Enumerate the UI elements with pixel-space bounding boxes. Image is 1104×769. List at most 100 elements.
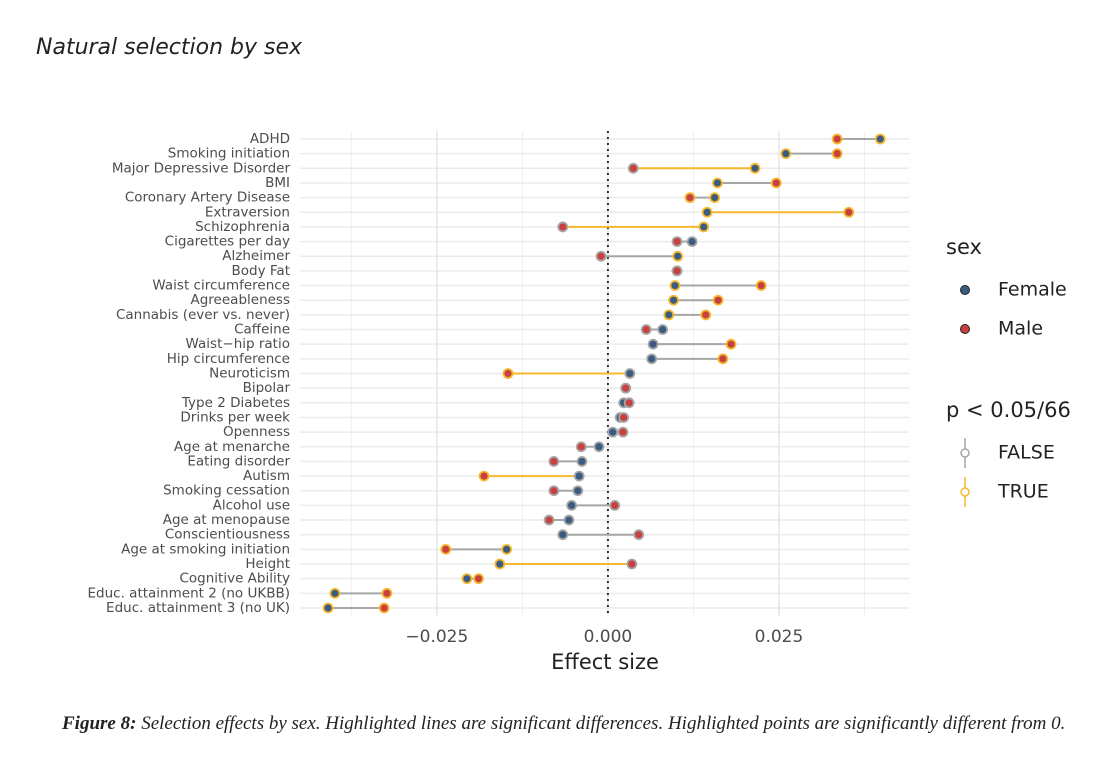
point: [672, 250, 684, 262]
point: [874, 133, 886, 145]
point: [593, 441, 605, 453]
point: [502, 368, 514, 379]
point: [381, 587, 393, 599]
y-tick-label: ADHD: [250, 131, 290, 147]
y-tick-label: Cognitive Ability: [179, 571, 290, 587]
y-tick-label: Extraversion: [205, 204, 290, 220]
point: [322, 602, 334, 614]
point: [575, 441, 587, 453]
point: [671, 236, 683, 247]
caption-label: Figure 8:: [61, 713, 136, 734]
x-axis-label: Effect size: [551, 650, 659, 674]
y-tick-label: Neuroticism: [209, 365, 290, 381]
y-tick-label: Conscientiousness: [165, 527, 290, 543]
point: [712, 294, 724, 306]
point: [557, 529, 569, 541]
point: [640, 324, 652, 335]
point: [663, 309, 675, 321]
y-tick-label: Body Fat: [232, 263, 290, 279]
legend-label: TRUE: [997, 481, 1049, 503]
y-tick-label: Cannabis (ever vs. never): [116, 307, 290, 323]
point: [755, 280, 767, 291]
y-tick-label: Autism: [243, 468, 290, 484]
y-tick-label: Schizophrenia: [195, 219, 290, 235]
point: [700, 309, 712, 321]
y-tick-label: Eating disorder: [187, 453, 290, 469]
point: [671, 265, 683, 277]
point: [780, 148, 792, 160]
y-tick-label: Caffeine: [234, 322, 290, 338]
point: [633, 529, 645, 541]
point: [686, 236, 698, 247]
point: [646, 353, 658, 365]
point: [473, 573, 484, 585]
legend-label: Male: [998, 318, 1043, 340]
point: [329, 587, 341, 599]
y-tick-label: Age at menarche: [174, 439, 290, 455]
y-tick-label: Educ. attainment 2 (no UKBB): [88, 585, 290, 601]
point: [669, 280, 681, 291]
caption: Figure 8: Selection effects by sex. High…: [61, 713, 1065, 734]
y-tick-label: Age at smoking initiation: [121, 541, 290, 557]
legend-swatch: [960, 448, 970, 458]
point: [749, 162, 761, 174]
y-tick-label: Waist circumference: [152, 278, 290, 294]
point: [548, 485, 560, 497]
y-tick-label: Cigarettes per day: [165, 234, 290, 250]
legend-label: Female: [998, 279, 1067, 301]
y-tick-label: Hip circumference: [167, 351, 290, 367]
point: [831, 133, 843, 145]
legend-title: p < 0.05/66: [946, 398, 1071, 422]
y-tick-label: Age at menopause: [163, 512, 290, 528]
point: [668, 294, 680, 306]
point: [770, 177, 782, 189]
x-tick-label: 0.000: [584, 627, 633, 647]
point: [717, 353, 729, 365]
point: [698, 221, 710, 233]
point: [725, 338, 737, 350]
point: [378, 602, 390, 614]
point: [657, 324, 669, 335]
legend-label: FALSE: [998, 442, 1055, 464]
point: [595, 250, 607, 262]
x-tick-label: −0.025: [405, 627, 468, 647]
point: [712, 177, 723, 189]
y-tick-label: Bipolar: [243, 380, 291, 396]
point: [647, 338, 659, 350]
point: [563, 514, 575, 526]
point: [626, 558, 638, 570]
y-tick-label: BMI: [265, 175, 290, 191]
point: [478, 470, 490, 482]
y-tick-label: Major Depressive Disorder: [112, 160, 291, 176]
y-tick-label: Alzheimer: [222, 248, 290, 264]
point: [572, 485, 584, 497]
y-tick-label: Drinks per week: [180, 409, 290, 425]
point: [624, 368, 636, 379]
legend-title: sex: [946, 235, 982, 259]
y-tick-label: Smoking initiation: [168, 146, 290, 162]
y-tick-label: Type 2 Diabetes: [181, 395, 290, 411]
point: [607, 426, 619, 438]
y-tick-label: Agreeableness: [191, 292, 291, 308]
point: [440, 543, 452, 555]
point: [620, 382, 632, 394]
point: [576, 456, 588, 467]
point: [494, 558, 506, 570]
y-tick-label: Coronary Artery Disease: [125, 190, 290, 206]
legend-swatch: [960, 324, 970, 334]
y-tick-label: Educ. attainment 3 (no UK): [106, 600, 290, 616]
point: [557, 221, 569, 233]
point: [618, 412, 630, 423]
point: [501, 543, 513, 555]
point: [617, 426, 629, 438]
point: [573, 470, 585, 482]
point: [843, 206, 855, 218]
y-tick-label: Openness: [223, 424, 290, 440]
y-tick-label: Smoking cessation: [163, 483, 290, 499]
point: [701, 206, 713, 218]
chart-title: Natural selection by sex: [36, 35, 303, 60]
caption-text: Selection effects by sex. Highlighted li…: [141, 713, 1065, 734]
y-tick-label: Waist−hip ratio: [186, 336, 290, 352]
point: [627, 162, 639, 174]
